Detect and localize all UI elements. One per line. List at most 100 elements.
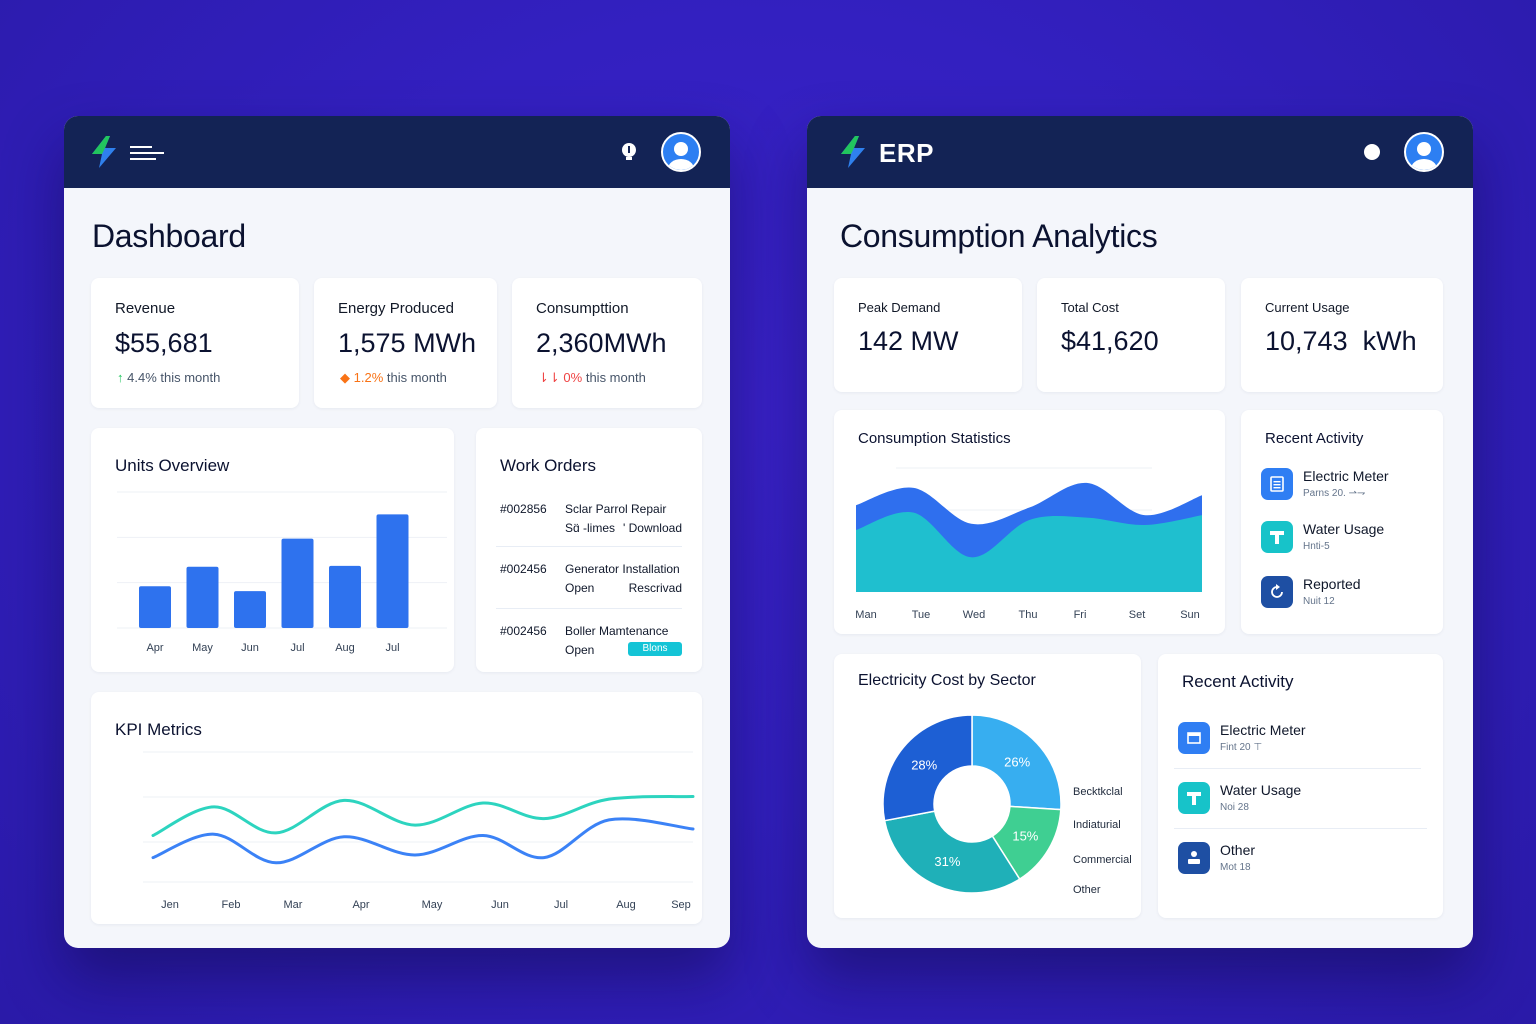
trend-flat-icon: ◆ [340,370,350,385]
meter-icon [1178,722,1210,754]
divider [1174,828,1427,829]
pie-slice-label: 26% [1004,755,1030,770]
x-axis-tick-label: Jun [241,642,259,654]
top-navigation-bar: ERP [807,116,1473,188]
card-title: Units Overview [115,456,230,475]
faucet-icon [1261,521,1293,553]
stat-card-current-usage[interactable]: Current Usage 10,743 kWh [1241,278,1443,392]
x-axis-tick-label: Set [1129,609,1146,621]
user-avatar-icon[interactable] [661,132,701,172]
menu-icon[interactable] [130,144,166,162]
work-order-name: Generator Installation [565,562,680,576]
x-axis-tick-label: Feb [222,899,241,911]
activity-item-water-usage[interactable]: Water Usage Noi 28 [1178,778,1427,822]
work-order-note: Rescrivad [628,581,682,595]
work-order-status: Sɑ̈ -limes [565,521,616,535]
work-order-name: Boller Mamtenance [565,624,669,638]
stat-value: $41,620 [1061,326,1159,356]
activity-subtitle: Parns 20. ⇀⇁ [1303,488,1366,499]
erp-window: ERP Consumption Analytics Peak Demand 14… [807,116,1473,948]
units-bar-chart: Apr May Jun Jul Aug Jul [117,491,447,654]
stat-card-total-cost[interactable]: Total Cost $41,620 [1037,278,1225,392]
activity-title: Electric Meter [1220,722,1306,738]
x-axis-tick-label: Apr [146,642,163,654]
work-order-row[interactable]: #002456 Boller Mamtenance Open Blons [496,618,682,678]
faucet-icon [1178,782,1210,814]
stat-value: 2,360MWh [536,328,667,358]
legend-item: Commercial [1073,854,1132,866]
x-axis-tick-label: Fri [1074,609,1087,621]
kpi-line-chart: Jen Feb Mar Apr May Jun Jul Aug Sep [143,751,695,911]
stat-value: 1,575 MWh [338,328,477,358]
bar [376,514,409,628]
stat-card-peak-demand[interactable]: Peak Demand 142 MW [834,278,1022,392]
x-axis-tick-label: Mar [284,899,303,911]
work-order-row[interactable]: #002456 Generator Installation Open Resc… [496,556,682,616]
stat-card-revenue[interactable]: Revenue $55,681 ↑ 4.4% this month [91,278,299,408]
activity-subtitle: Mot 18 [1220,862,1251,873]
trend-down-icon: ⇂⇂ [538,370,560,385]
bar [186,566,219,628]
activity-item-other[interactable]: Other Mot 18 [1178,838,1427,882]
stat-label: Current Usage [1265,300,1350,315]
work-order-id: #002456 [500,562,547,576]
x-axis-tick-label: Apr [352,899,369,911]
series-line [151,817,695,865]
bar [234,591,266,628]
pie-slice [883,810,1021,894]
consumption-statistics-card: Consumption Statistics Man Tue Wed Thu Fri Se… [834,410,1225,634]
x-axis-tick-label: Jul [554,899,568,911]
activity-item-electric-meter[interactable]: Electric Meter Parns 20. ⇀⇁ [1261,464,1427,508]
bolt-logo-icon[interactable] [839,136,867,168]
work-order-name: Sclar Parrol Repair [565,502,667,516]
bar [139,586,171,628]
user-avatar-icon[interactable] [1404,132,1444,172]
x-axis-tick-label: Wed [963,609,985,621]
activity-item-water-usage[interactable]: Water Usage Hnti-5 [1261,517,1427,561]
activity-title: Water Usage [1220,782,1302,798]
units-overview-card: Units Overview Apr May Jun Jul Aug Jul [91,428,454,672]
legend-item: Other [1073,884,1101,896]
person-icon [1178,842,1210,874]
series-line [151,795,695,837]
status-dot-icon[interactable] [1364,144,1380,160]
x-axis-tick-label: Sep [671,899,691,911]
download-link[interactable]: ' Download [623,521,682,535]
work-order-row[interactable]: #002856 Sclar Parrol Repair Sɑ̈ -limes '… [496,496,682,556]
trend-up-icon: ↑ [117,370,124,385]
stat-label: Consumpttion [536,300,629,317]
change-value: 4.4% [127,370,157,385]
stat-change: ◆ 1.2% this month [340,370,447,386]
stat-card-consumption[interactable]: Consumpttion 2,360MWh ⇂⇂ 0% this month [512,278,702,408]
x-axis-tick-label: Jen [161,899,179,911]
activity-title: Other [1220,842,1256,858]
change-suffix: this month [160,370,221,385]
legend-item: Indiaturial [1073,819,1121,831]
page-title: Dashboard [92,218,246,254]
x-axis-tick-label: Aug [616,899,636,911]
lightbulb-icon[interactable] [620,142,638,164]
bolt-logo-icon[interactable] [90,136,118,168]
activity-title: Water Usage [1303,521,1385,537]
pie-slice-label: 31% [934,854,960,869]
activity-subtitle: Noi 28 [1220,802,1249,813]
activity-item-reported[interactable]: Reported Nuit 12 [1261,572,1427,616]
activity-subtitle: Nuit 12 [1303,596,1335,607]
area-series [856,511,1202,592]
x-axis-tick-label: Tue [912,609,931,621]
stat-card-energy-produced[interactable]: Energy Produced 1,575 MWh ◆ 1.2% this mo… [314,278,497,408]
x-axis-tick-label: May [422,899,443,911]
stat-change: ⇂⇂ 0% this month [538,370,646,386]
x-axis-tick-label: Sun [1180,609,1200,621]
divider [1174,768,1421,769]
x-axis-tick-label: Aug [335,642,355,654]
stat-label: Energy Produced [338,300,454,317]
x-axis-tick-label: Thu [1019,609,1038,621]
kpi-metrics-card: KPI Metrics Jen Feb Mar Apr May Jun Jul Aug Sep [91,692,702,924]
activity-subtitle: Hnti-5 [1303,541,1330,552]
legend-item: Becktkclal [1073,786,1123,798]
bar [281,538,314,628]
card-title: Recent Activity [1182,672,1294,691]
activity-item-electric-meter[interactable]: Electric Meter Fint 20 ⊤ [1178,718,1427,762]
divider [496,546,682,547]
